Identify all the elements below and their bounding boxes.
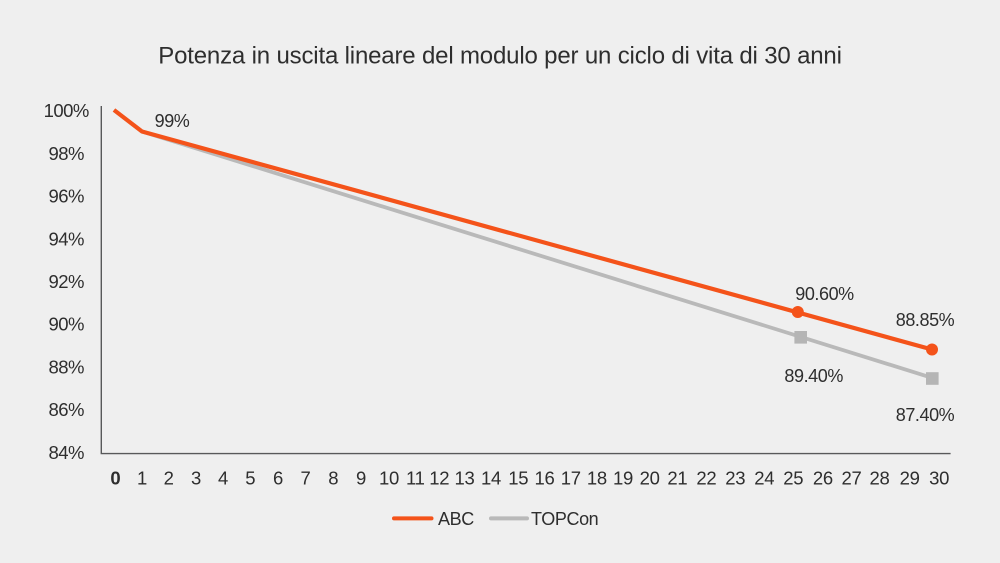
svg-text:94%: 94% <box>49 228 84 249</box>
svg-text:23: 23 <box>725 468 745 489</box>
svg-text:96%: 96% <box>49 186 84 207</box>
svg-text:89.40%: 89.40% <box>784 366 843 386</box>
svg-text:8: 8 <box>328 468 338 489</box>
svg-text:19: 19 <box>613 468 633 489</box>
svg-text:0: 0 <box>110 468 120 489</box>
svg-text:22: 22 <box>696 468 716 489</box>
svg-text:27: 27 <box>842 468 862 489</box>
svg-text:86%: 86% <box>49 399 84 420</box>
svg-text:3: 3 <box>191 468 201 489</box>
svg-text:88.85%: 88.85% <box>896 310 955 330</box>
svg-text:10: 10 <box>379 468 399 489</box>
svg-text:6: 6 <box>273 468 283 489</box>
svg-text:12: 12 <box>429 468 449 489</box>
svg-text:18: 18 <box>587 468 607 489</box>
svg-text:99%: 99% <box>155 111 190 131</box>
svg-text:21: 21 <box>667 468 687 489</box>
svg-text:20: 20 <box>640 468 660 489</box>
svg-text:16: 16 <box>535 468 555 489</box>
svg-text:90.60%: 90.60% <box>795 284 854 304</box>
svg-text:1: 1 <box>137 468 147 489</box>
svg-text:98%: 98% <box>49 143 84 164</box>
svg-text:ABC: ABC <box>438 509 474 529</box>
svg-text:17: 17 <box>561 468 581 489</box>
svg-text:Potenza in uscita lineare del: Potenza in uscita lineare del modulo per… <box>158 43 842 70</box>
svg-text:TOPCon: TOPCon <box>531 509 598 529</box>
svg-text:84%: 84% <box>49 442 84 463</box>
svg-text:4: 4 <box>218 468 228 489</box>
svg-text:9: 9 <box>356 468 366 489</box>
svg-text:87.40%: 87.40% <box>896 405 955 425</box>
svg-text:24: 24 <box>754 468 774 489</box>
svg-text:100%: 100% <box>44 100 89 121</box>
svg-text:2: 2 <box>164 468 174 489</box>
svg-text:14: 14 <box>481 468 501 489</box>
svg-text:11: 11 <box>406 468 425 489</box>
svg-text:28: 28 <box>870 468 890 489</box>
svg-text:30: 30 <box>929 468 949 489</box>
svg-text:7: 7 <box>301 468 311 489</box>
svg-text:5: 5 <box>245 468 255 489</box>
svg-text:29: 29 <box>900 468 920 489</box>
svg-text:25: 25 <box>783 468 803 489</box>
svg-text:92%: 92% <box>49 271 84 292</box>
svg-text:15: 15 <box>508 468 528 489</box>
svg-text:26: 26 <box>813 468 833 489</box>
svg-text:88%: 88% <box>49 356 84 377</box>
svg-text:90%: 90% <box>49 314 84 335</box>
svg-text:13: 13 <box>455 468 475 489</box>
